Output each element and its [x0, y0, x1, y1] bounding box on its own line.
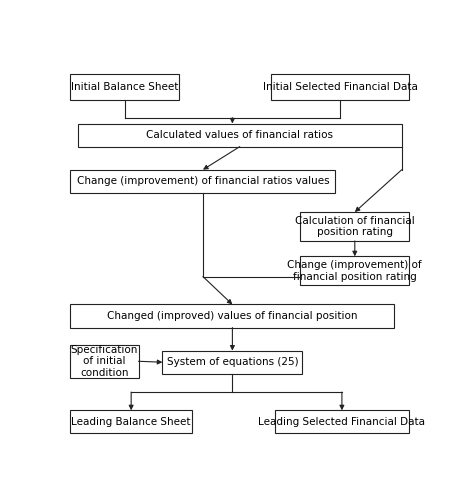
Text: Initial Selected Financial Data: Initial Selected Financial Data: [263, 82, 418, 92]
Text: System of equations (25): System of equations (25): [167, 357, 298, 367]
Text: Change (improvement) of financial ratios values: Change (improvement) of financial ratios…: [76, 176, 329, 186]
FancyBboxPatch shape: [70, 410, 192, 434]
FancyBboxPatch shape: [70, 345, 139, 378]
FancyBboxPatch shape: [70, 304, 394, 328]
Text: Leading Selected Financial Data: Leading Selected Financial Data: [258, 417, 426, 427]
FancyBboxPatch shape: [275, 410, 409, 434]
Text: Initial Balance Sheet: Initial Balance Sheet: [71, 82, 179, 92]
FancyBboxPatch shape: [301, 256, 409, 285]
FancyBboxPatch shape: [301, 212, 409, 241]
FancyBboxPatch shape: [78, 124, 402, 146]
Text: Specification
of initial
condition: Specification of initial condition: [71, 344, 138, 378]
Text: Calculation of financial
position rating: Calculation of financial position rating: [295, 216, 415, 238]
Text: Change (improvement) of
financial position rating: Change (improvement) of financial positi…: [287, 260, 422, 281]
Text: Changed (improved) values of financial position: Changed (improved) values of financial p…: [107, 311, 358, 321]
FancyBboxPatch shape: [70, 170, 335, 193]
Text: Calculated values of financial ratios: Calculated values of financial ratios: [146, 130, 333, 140]
FancyBboxPatch shape: [271, 74, 409, 101]
FancyBboxPatch shape: [162, 350, 302, 374]
Text: Leading Balance Sheet: Leading Balance Sheet: [71, 417, 191, 427]
FancyBboxPatch shape: [70, 74, 179, 101]
